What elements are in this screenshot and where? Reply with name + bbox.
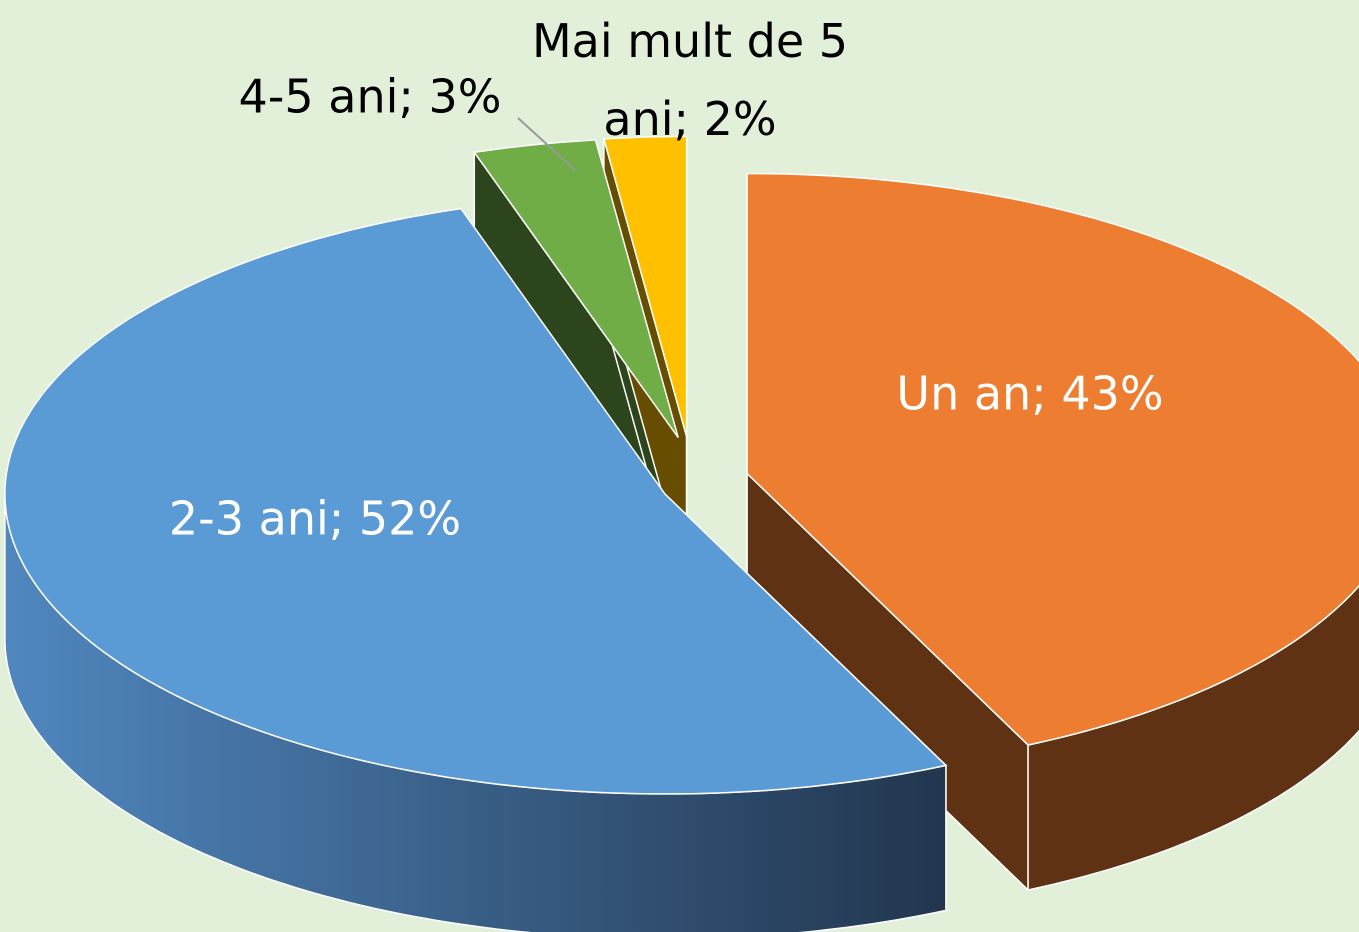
slice	[602, 135, 688, 437]
leader-line	[517, 117, 576, 171]
slice	[472, 139, 679, 439]
slice	[746, 172, 1359, 746]
data-label: 2-3 ani; 52%	[169, 492, 461, 546]
data-label: Un an; 43%	[896, 367, 1163, 421]
slice-side	[1027, 584, 1359, 891]
data-label: Mai mult de 5 ani; 2%	[531, 14, 849, 146]
labels: Un an; 43% 2-3 ani; 52% 4-5 ani; 3%	[169, 70, 1164, 546]
tops	[4, 135, 1359, 795]
data-label: 4-5 ani; 3%	[239, 70, 502, 124]
slice	[4, 207, 948, 795]
